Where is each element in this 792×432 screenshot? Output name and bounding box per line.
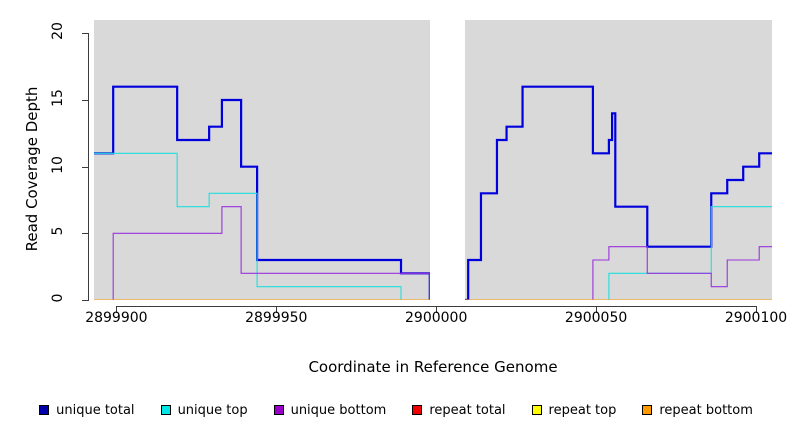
legend-item-unique-total: unique total — [39, 402, 135, 418]
y-tick-label-5: 5 — [50, 226, 66, 236]
legend-swatch-unique-top — [160, 405, 171, 415]
legend-swatch-unique-bottom — [273, 405, 284, 415]
plot-svg — [94, 85, 772, 300]
legend-item-unique-top: unique top — [160, 402, 248, 418]
x-tick-label-2899900: 2899900 — [85, 310, 148, 326]
y-tick-0 — [82, 300, 89, 301]
no-data-gap-band — [429, 20, 465, 300]
x-tick-2899950 — [276, 306, 278, 313]
x-tick-label-2900100: 2900100 — [724, 310, 788, 326]
legend-swatch-repeat-bottom — [642, 405, 653, 415]
x-tick-2900100 — [756, 306, 757, 313]
x-tick-label-2900050: 2900050 — [564, 310, 628, 326]
y-tick-label-15: 15 — [50, 89, 66, 107]
legend-item-repeat-bottom: repeat bottom — [642, 403, 753, 418]
legend-item-repeat-total: repeat total — [412, 402, 506, 418]
series-line-unique-bottom — [94, 206, 772, 300]
chart-legend: unique total unique top unique bottom repea… — [0, 398, 792, 422]
y-tick-label-20: 20 — [50, 22, 66, 41]
legend-label: repeat top — [548, 402, 617, 418]
x-tick-2900000 — [436, 306, 438, 313]
x-axis-title: Coordinate in Reference Genome — [308, 358, 558, 376]
x-axis-line — [116, 306, 756, 307]
y-tick-5 — [82, 233, 89, 235]
x-tick-label-2900000: 2900000 — [405, 310, 468, 326]
legend-swatch-repeat-top — [531, 405, 542, 415]
legend-swatch-unique-total — [39, 405, 50, 415]
y-tick-label-10: 10 — [50, 155, 66, 174]
legend-label: unique bottom — [290, 402, 387, 418]
x-tick-label-2899950: 2899950 — [245, 310, 308, 326]
legend-item-repeat-top: repeat top — [531, 402, 617, 418]
y-axis-title: Read Coverage Depth — [23, 86, 41, 252]
x-tick-2899900 — [116, 306, 118, 313]
legend-label: repeat bottom — [659, 402, 753, 418]
y-tick-20 — [82, 33, 89, 35]
legend-item-unique-bottom: unique bottom — [273, 402, 387, 418]
x-tick-2900050 — [596, 306, 598, 313]
legend-label: unique top — [177, 402, 248, 418]
legend-label: unique total — [56, 402, 135, 418]
plot-area — [94, 20, 772, 300]
y-tick-15 — [82, 100, 89, 101]
y-tick-10 — [82, 166, 89, 168]
legend-swatch-repeat-total — [412, 405, 423, 415]
legend-label: repeat total — [429, 402, 506, 418]
